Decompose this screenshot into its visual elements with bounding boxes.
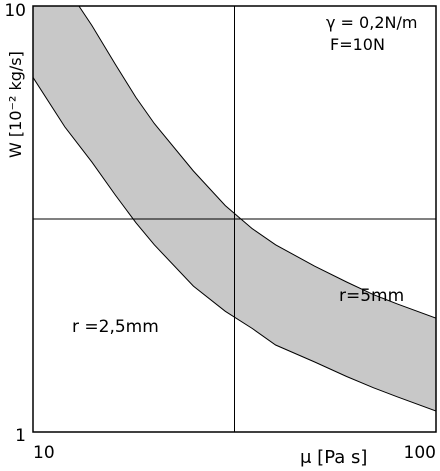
annotation-force: F=10N [330, 35, 385, 54]
x-tick-label-left: 10 [33, 443, 55, 463]
series-line-r-5mm [78, 6, 436, 319]
annotation-r-small: r =2,5mm [72, 317, 159, 337]
y-tick-label-bottom: 1 [15, 426, 26, 446]
x-tick-label-right: 100 [404, 443, 436, 463]
series-line-r-2-5mm [33, 77, 436, 412]
x-axis-label: μ [Pa s] [300, 447, 367, 468]
y-axis-label: W [10⁻² kg/s] [6, 51, 25, 158]
band-fill [33, 6, 436, 411]
annotation-gamma: γ = 0,2N/m [326, 13, 417, 32]
y-tick-label-top: 10 [4, 1, 26, 21]
annotation-r-large: r=5mm [339, 286, 404, 306]
plot-area [32, 5, 437, 433]
plot-frame [32, 5, 437, 433]
